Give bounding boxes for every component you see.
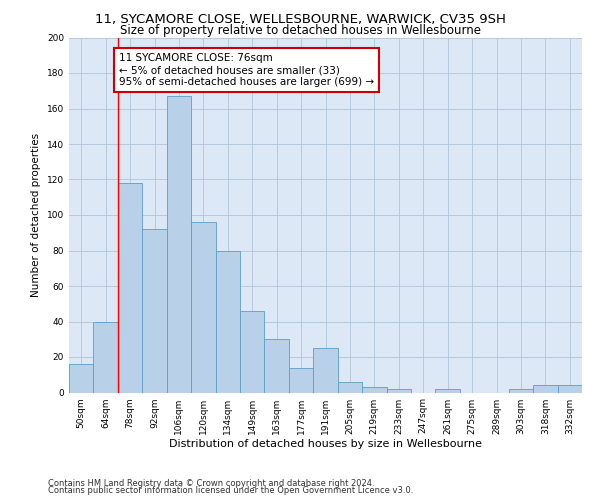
Bar xyxy=(338,382,362,392)
Bar xyxy=(557,386,582,392)
Bar xyxy=(215,250,240,392)
Bar xyxy=(362,387,386,392)
Bar xyxy=(533,386,557,392)
Text: Contains public sector information licensed under the Open Government Licence v3: Contains public sector information licen… xyxy=(48,486,413,495)
Text: 11, SYCAMORE CLOSE, WELLESBOURNE, WARWICK, CV35 9SH: 11, SYCAMORE CLOSE, WELLESBOURNE, WARWIC… xyxy=(95,12,505,26)
Bar xyxy=(142,229,167,392)
Bar xyxy=(386,389,411,392)
Text: Contains HM Land Registry data © Crown copyright and database right 2024.: Contains HM Land Registry data © Crown c… xyxy=(48,478,374,488)
Bar xyxy=(509,389,533,392)
Bar xyxy=(191,222,215,392)
X-axis label: Distribution of detached houses by size in Wellesbourne: Distribution of detached houses by size … xyxy=(169,440,482,450)
Bar xyxy=(313,348,338,393)
Text: Size of property relative to detached houses in Wellesbourne: Size of property relative to detached ho… xyxy=(119,24,481,37)
Bar xyxy=(118,183,142,392)
Bar xyxy=(167,96,191,392)
Bar xyxy=(69,364,94,392)
Bar xyxy=(240,311,265,392)
Bar xyxy=(436,389,460,392)
Y-axis label: Number of detached properties: Number of detached properties xyxy=(31,133,41,297)
Bar xyxy=(289,368,313,392)
Bar xyxy=(265,339,289,392)
Bar xyxy=(94,322,118,392)
Text: 11 SYCAMORE CLOSE: 76sqm
← 5% of detached houses are smaller (33)
95% of semi-de: 11 SYCAMORE CLOSE: 76sqm ← 5% of detache… xyxy=(119,54,374,86)
